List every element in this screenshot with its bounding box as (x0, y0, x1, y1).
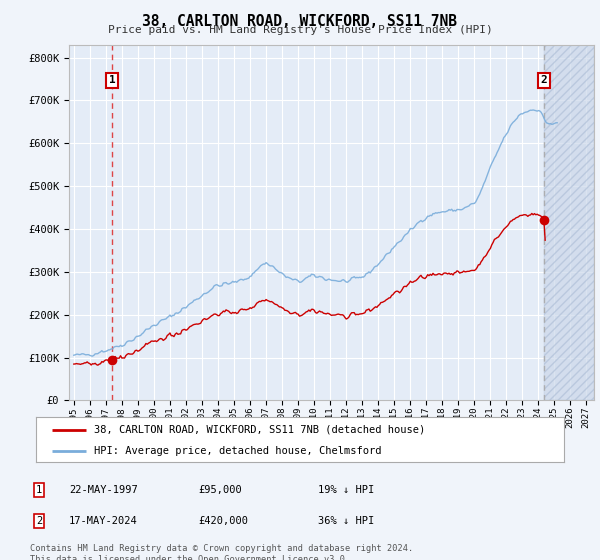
Text: £420,000: £420,000 (198, 516, 248, 526)
Text: 22-MAY-1997: 22-MAY-1997 (69, 485, 138, 495)
Bar (544, 45, 594, 400)
Text: 36% ↓ HPI: 36% ↓ HPI (318, 516, 374, 526)
Text: 2: 2 (36, 516, 42, 526)
Text: Price paid vs. HM Land Registry's House Price Index (HPI): Price paid vs. HM Land Registry's House … (107, 25, 493, 35)
Text: 38, CARLTON ROAD, WICKFORD, SS11 7NB: 38, CARLTON ROAD, WICKFORD, SS11 7NB (143, 14, 458, 29)
Text: 1: 1 (109, 76, 115, 85)
Text: 1: 1 (36, 485, 42, 495)
Text: Contains HM Land Registry data © Crown copyright and database right 2024.
This d: Contains HM Land Registry data © Crown c… (30, 544, 413, 560)
Text: 2: 2 (541, 76, 547, 85)
Text: 17-MAY-2024: 17-MAY-2024 (69, 516, 138, 526)
Text: HPI: Average price, detached house, Chelmsford: HPI: Average price, detached house, Chel… (94, 446, 382, 456)
Text: 38, CARLTON ROAD, WICKFORD, SS11 7NB (detached house): 38, CARLTON ROAD, WICKFORD, SS11 7NB (de… (94, 424, 425, 435)
Text: 19% ↓ HPI: 19% ↓ HPI (318, 485, 374, 495)
Text: £95,000: £95,000 (198, 485, 242, 495)
